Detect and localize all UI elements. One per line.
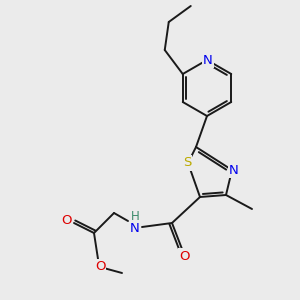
Text: O: O (179, 250, 189, 262)
Text: N: N (203, 53, 213, 67)
Text: S: S (183, 157, 191, 169)
Text: N: N (130, 221, 140, 235)
Text: N: N (229, 164, 239, 176)
Text: O: O (95, 260, 105, 274)
Text: O: O (62, 214, 72, 227)
Text: H: H (130, 209, 140, 223)
